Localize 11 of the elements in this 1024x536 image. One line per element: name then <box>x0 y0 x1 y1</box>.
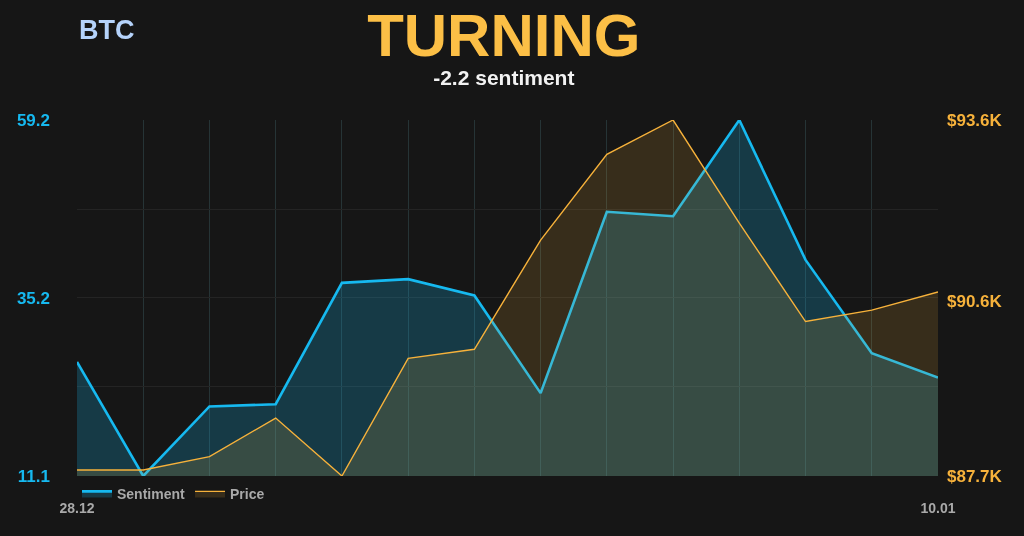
y-tick-label: 59.2 <box>16 110 50 130</box>
x-tick-label: 28.12 <box>59 500 95 516</box>
y2-tick-label: $90.6K <box>947 291 1003 311</box>
x-tick-label: 10.01 <box>920 500 956 516</box>
legend-label: Price <box>230 485 265 502</box>
y2-tick-label: $87.7K <box>947 466 1003 486</box>
y-tick-label: 11.1 <box>17 466 50 486</box>
legend-label: Sentiment <box>117 485 186 502</box>
y2-tick-label: $93.6K <box>947 110 1003 130</box>
y-tick-label: 35.2 <box>16 288 50 308</box>
text: BTC <box>79 15 135 45</box>
